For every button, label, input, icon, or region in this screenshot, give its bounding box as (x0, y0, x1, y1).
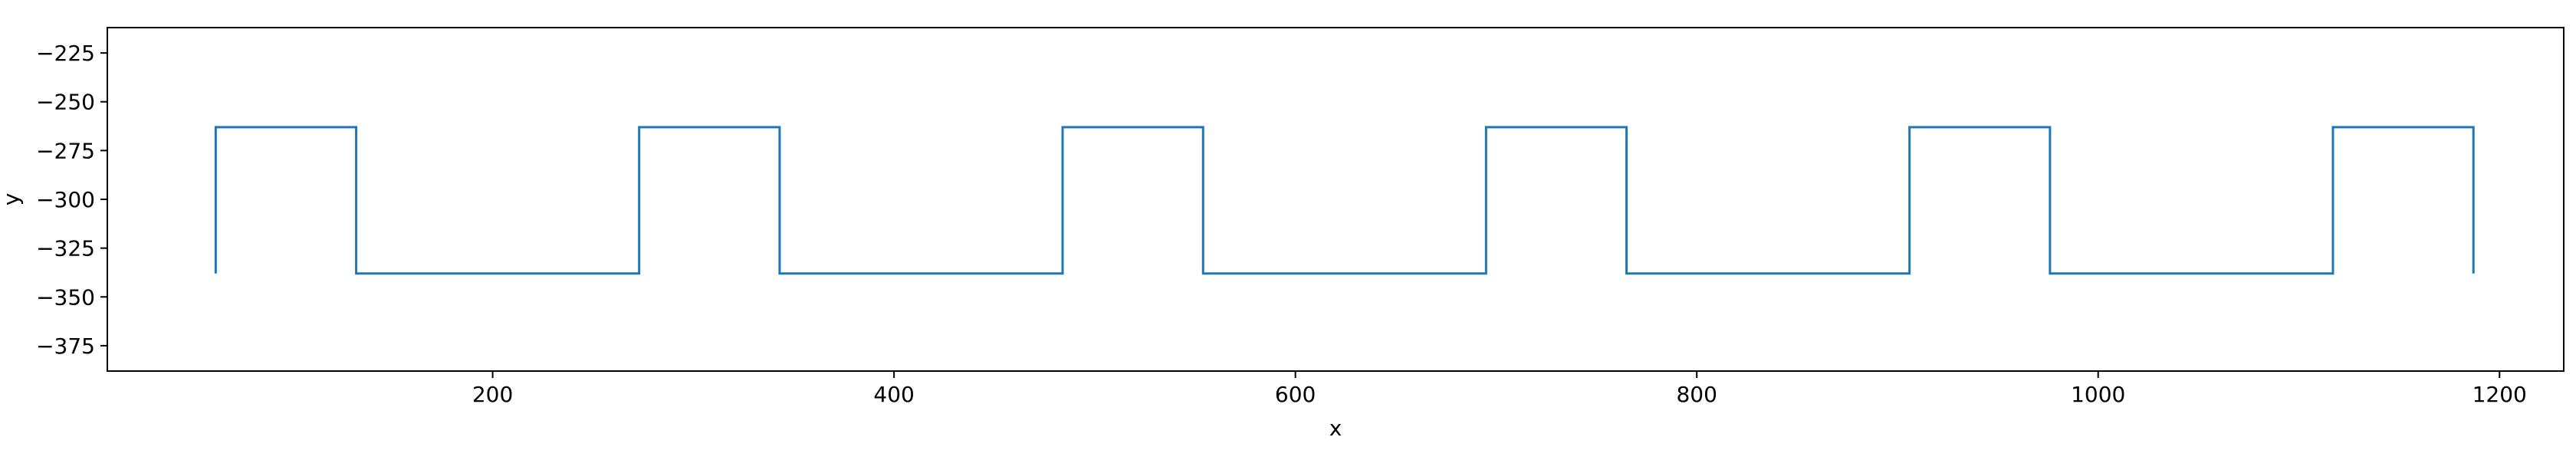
x-tick-label: 1200 (2472, 382, 2527, 407)
x-tick-label: 800 (1676, 382, 1717, 407)
x-tick-label: 600 (1275, 382, 1316, 407)
y-axis-label: y (0, 193, 24, 206)
y-tick-label: −250 (36, 90, 95, 115)
y-tick-label: −300 (36, 187, 95, 212)
y-tick-label: −275 (36, 138, 95, 163)
series-layer (214, 126, 2475, 275)
x-tick-label: 200 (472, 382, 513, 407)
series-line-0 (214, 126, 2475, 275)
x-axis-label: x (1329, 416, 1342, 441)
y-axis: −225 −250 −275 −300 −325 −350 −375 (36, 41, 107, 359)
y-tick-label: −225 (36, 41, 95, 66)
x-tick-label: 400 (873, 382, 914, 407)
y-tick-label: −350 (36, 284, 95, 310)
x-tick-label: 1000 (2071, 382, 2125, 407)
x-axis: 200 400 600 800 1000 1200 (472, 371, 2527, 407)
y-tick-label: −375 (36, 334, 95, 359)
y-tick-label: −325 (36, 236, 95, 261)
